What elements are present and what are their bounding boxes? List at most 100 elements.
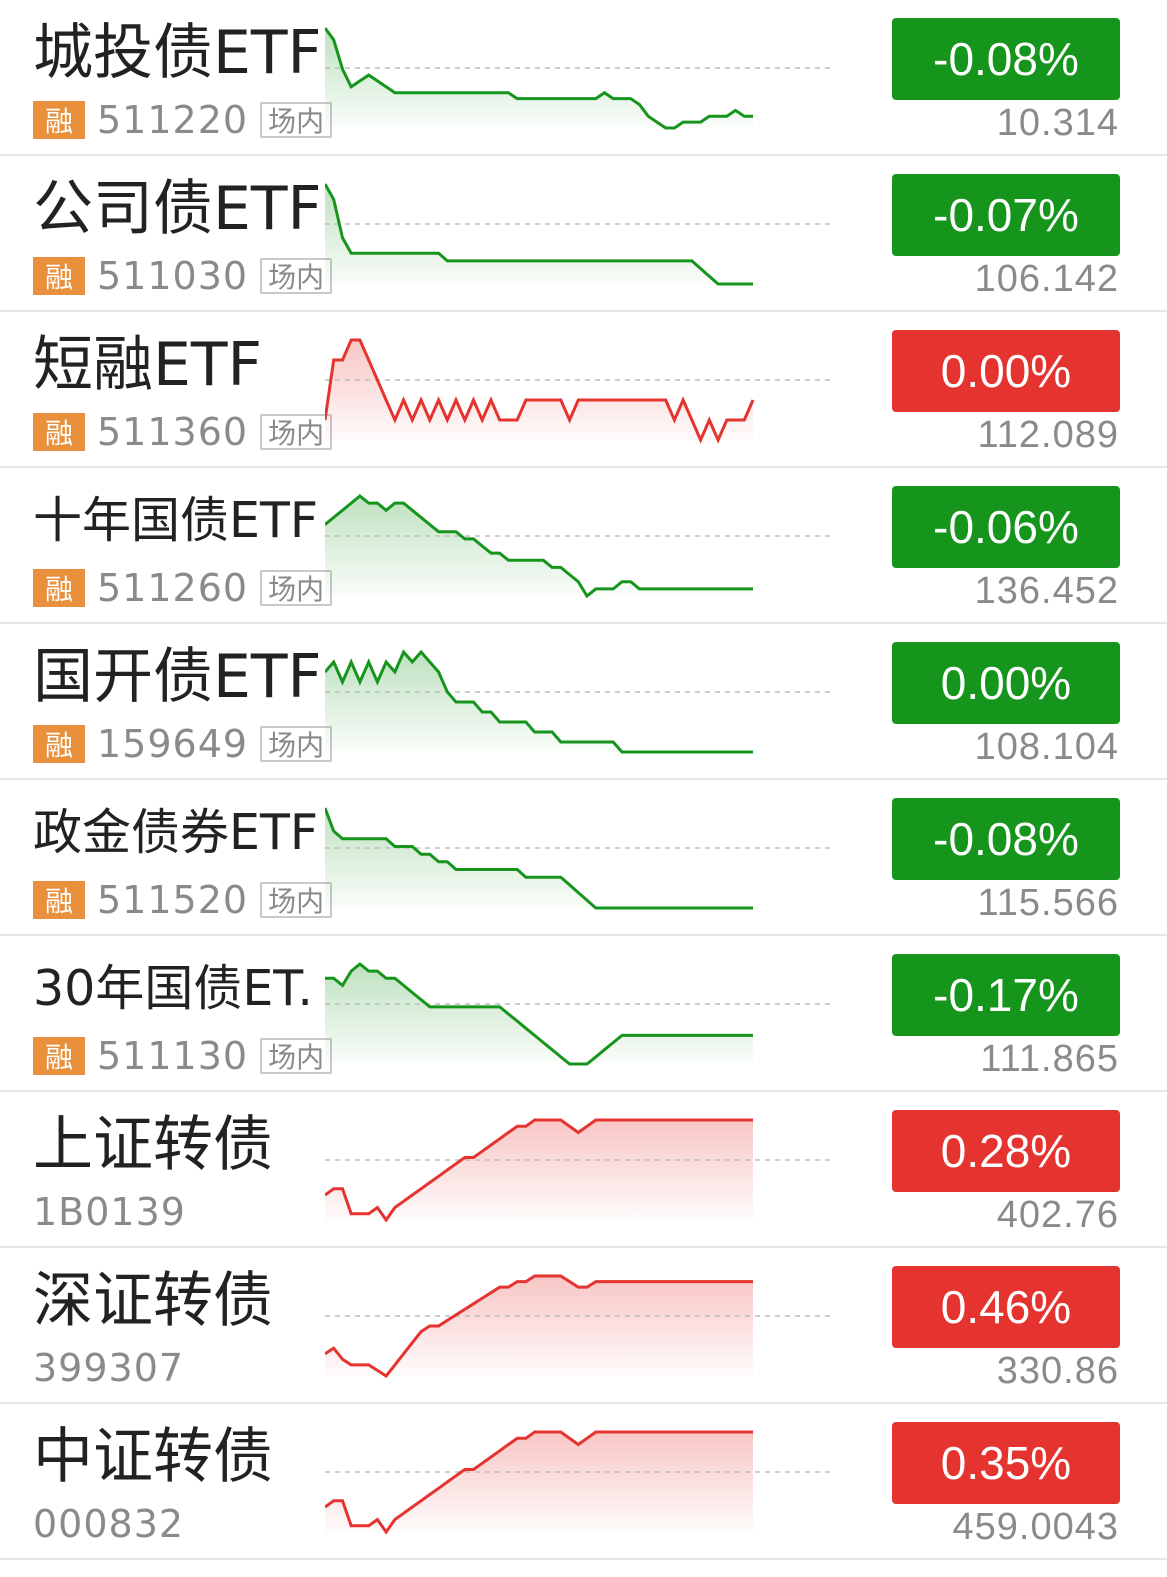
intraday-sparkline bbox=[325, 1118, 833, 1223]
security-code: 399307 bbox=[33, 1346, 185, 1390]
security-meta: 融 511260 场内 bbox=[33, 566, 333, 610]
change-percent-badge[interactable]: 0.28% bbox=[892, 1110, 1120, 1192]
exchange-tag: 场内 bbox=[260, 258, 333, 294]
change-percent-badge[interactable]: -0.08% bbox=[892, 798, 1120, 880]
security-name: 中证转债 bbox=[33, 1422, 273, 1492]
security-meta: 融 159649 场内 bbox=[33, 722, 333, 766]
last-price: 136.452 bbox=[974, 570, 1119, 612]
change-percent-badge[interactable]: 0.35% bbox=[892, 1422, 1120, 1504]
sparkline-line bbox=[325, 1274, 753, 1378]
margin-badge: 融 bbox=[33, 881, 85, 919]
intraday-sparkline bbox=[325, 649, 833, 754]
sparkline-area bbox=[325, 1276, 753, 1376]
sparkline-area bbox=[325, 808, 753, 908]
security-name: 政金债券ETF bbox=[33, 804, 318, 861]
exchange-tag: 场内 bbox=[260, 726, 333, 762]
exchange-tag: 场内 bbox=[260, 414, 333, 450]
sparkline-area bbox=[325, 184, 753, 284]
quote-row[interactable]: 十年国债ETF 融 511260 场内 -0.06% 136.452 bbox=[0, 468, 1167, 624]
quote-row[interactable]: 国开债ETF 融 159649 场内 0.00% 108.104 bbox=[0, 624, 1167, 780]
security-name: 公司债ETF bbox=[33, 174, 318, 244]
sparkline-area bbox=[325, 1432, 753, 1532]
sparkline-line bbox=[325, 962, 753, 1066]
intraday-sparkline bbox=[325, 27, 833, 130]
security-meta: 融 511520 场内 bbox=[33, 878, 333, 922]
security-name: 30年国债ET... bbox=[33, 960, 318, 1017]
quote-row[interactable]: 深证转债 399307 0.46% 330.86 bbox=[0, 1248, 1167, 1404]
security-code: 511220 bbox=[97, 98, 249, 142]
last-price: 402.76 bbox=[996, 1194, 1119, 1236]
sparkline-line bbox=[325, 807, 753, 910]
security-meta: 1B0139 bbox=[33, 1190, 198, 1234]
margin-badge: 融 bbox=[33, 257, 85, 295]
sparkline-area bbox=[325, 28, 753, 128]
sparkline-area bbox=[325, 964, 753, 1064]
intraday-sparkline bbox=[325, 1430, 833, 1535]
last-price: 111.865 bbox=[980, 1038, 1119, 1080]
security-code: 000832 bbox=[33, 1502, 185, 1546]
change-percent-badge[interactable]: -0.07% bbox=[892, 174, 1120, 256]
security-name: 短融ETF bbox=[33, 330, 263, 400]
change-percent-badge[interactable]: -0.08% bbox=[892, 18, 1120, 100]
last-price: 330.86 bbox=[996, 1350, 1119, 1392]
sparkline-area bbox=[325, 496, 753, 596]
sparkline-line bbox=[325, 494, 753, 599]
security-code: 159649 bbox=[97, 722, 249, 766]
margin-badge: 融 bbox=[33, 101, 85, 139]
change-percent-badge[interactable]: 0.00% bbox=[892, 330, 1120, 412]
exchange-tag: 场内 bbox=[260, 102, 333, 138]
last-price: 115.566 bbox=[977, 882, 1119, 924]
security-name: 十年国债ETF bbox=[33, 492, 318, 549]
intraday-sparkline bbox=[325, 807, 833, 910]
quote-row[interactable]: 上证转债 1B0139 0.28% 402.76 bbox=[0, 1092, 1167, 1248]
margin-badge: 融 bbox=[33, 725, 85, 763]
quote-row[interactable]: 30年国债ET... 融 511130 场内 -0.17% 111.865 bbox=[0, 936, 1167, 1092]
security-code: 511520 bbox=[97, 878, 249, 922]
intraday-sparkline bbox=[325, 338, 833, 444]
security-meta: 000832 bbox=[33, 1502, 196, 1546]
last-price: 459.0043 bbox=[952, 1506, 1119, 1548]
last-price: 10.314 bbox=[996, 102, 1119, 144]
sparkline-line bbox=[325, 1430, 753, 1535]
security-name: 国开债ETF bbox=[33, 642, 318, 712]
quote-row[interactable]: 公司债ETF 融 511030 场内 -0.07% 106.142 bbox=[0, 156, 1167, 312]
intraday-sparkline bbox=[325, 962, 833, 1066]
sparkline-line bbox=[325, 183, 753, 286]
change-percent-badge[interactable]: -0.17% bbox=[892, 954, 1120, 1036]
change-percent-badge[interactable]: 0.00% bbox=[892, 642, 1120, 724]
quote-row[interactable]: 短融ETF 融 511360 场内 0.00% 112.089 bbox=[0, 312, 1167, 468]
sparkline-line bbox=[325, 27, 753, 130]
exchange-tag: 场内 bbox=[260, 1038, 333, 1074]
security-code: 1B0139 bbox=[33, 1190, 186, 1234]
security-code: 511030 bbox=[97, 254, 249, 298]
security-name: 上证转债 bbox=[33, 1110, 273, 1180]
margin-badge: 融 bbox=[33, 569, 85, 607]
security-name: 城投债ETF bbox=[33, 18, 318, 88]
last-price: 112.089 bbox=[977, 414, 1119, 456]
change-percent-badge[interactable]: -0.06% bbox=[892, 486, 1120, 568]
quote-row[interactable]: 政金债券ETF 融 511520 场内 -0.08% 115.566 bbox=[0, 780, 1167, 936]
exchange-tag: 场内 bbox=[260, 882, 333, 918]
margin-badge: 融 bbox=[33, 413, 85, 451]
sparkline-line bbox=[325, 649, 753, 754]
security-code: 511360 bbox=[97, 410, 249, 454]
sparkline-area bbox=[325, 1120, 753, 1220]
change-percent-badge[interactable]: 0.46% bbox=[892, 1266, 1120, 1348]
sparkline-line bbox=[325, 338, 755, 444]
quote-row[interactable]: 中证转债 000832 0.35% 459.0043 bbox=[0, 1404, 1167, 1560]
security-code: 511130 bbox=[97, 1034, 249, 1078]
security-code: 511260 bbox=[97, 566, 249, 610]
quote-row[interactable]: 城投债ETF 融 511220 场内 -0.08% 10.314 bbox=[0, 0, 1167, 156]
intraday-sparkline bbox=[325, 494, 833, 599]
last-price: 108.104 bbox=[974, 726, 1119, 768]
security-meta: 融 511030 场内 bbox=[33, 254, 333, 298]
security-meta: 融 511360 场内 bbox=[33, 410, 333, 454]
margin-badge: 融 bbox=[33, 1037, 85, 1075]
sparkline-area bbox=[325, 340, 753, 440]
intraday-sparkline bbox=[325, 183, 833, 286]
intraday-sparkline bbox=[325, 1274, 833, 1378]
sparkline-line bbox=[325, 1118, 753, 1223]
security-name: 深证转债 bbox=[33, 1266, 273, 1336]
security-meta: 399307 bbox=[33, 1346, 196, 1390]
